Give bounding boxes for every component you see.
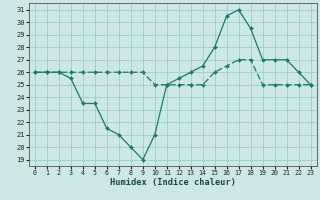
X-axis label: Humidex (Indice chaleur): Humidex (Indice chaleur) xyxy=(110,178,236,187)
